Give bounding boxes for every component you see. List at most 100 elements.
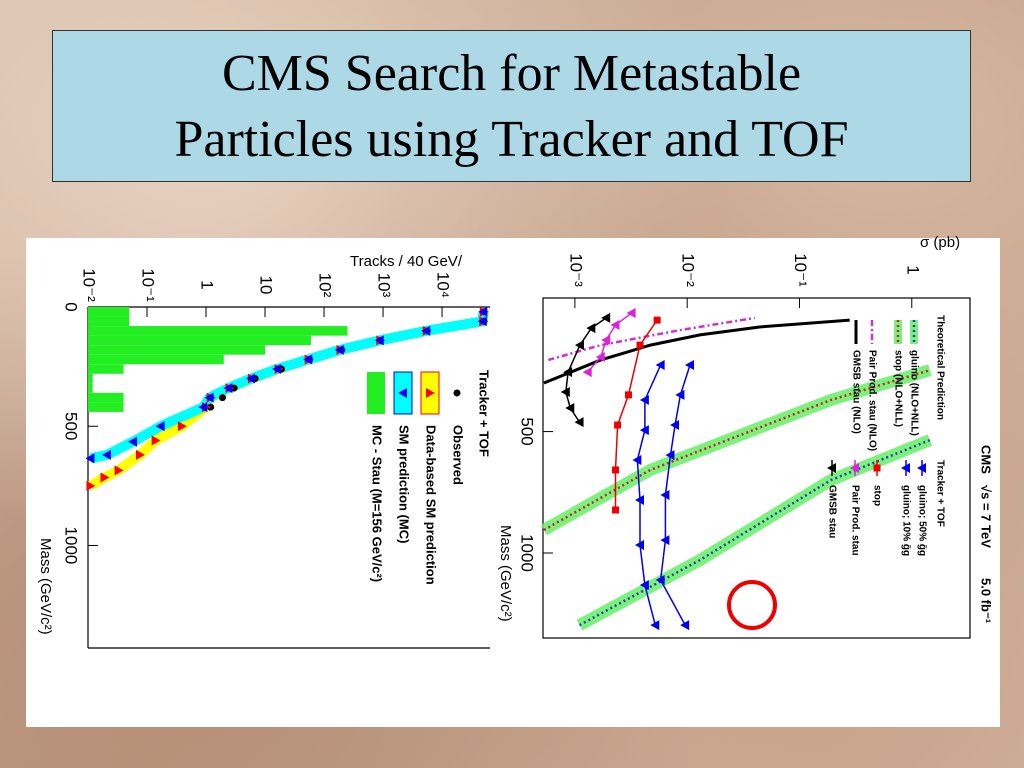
y-tick-label: 10² xyxy=(316,273,335,298)
marker xyxy=(426,388,435,398)
marker xyxy=(624,391,632,399)
theory-curve xyxy=(547,316,755,362)
marker xyxy=(574,417,584,428)
marker xyxy=(626,308,636,319)
marker xyxy=(478,306,488,317)
marker xyxy=(582,367,592,378)
marker xyxy=(601,335,611,346)
marker xyxy=(901,463,910,473)
chart-subtitle: √s = 7 TeV xyxy=(979,485,994,548)
legend-title: Tracker + TOF xyxy=(934,460,945,527)
highlight-circle xyxy=(727,580,777,630)
marker xyxy=(634,539,644,550)
marker xyxy=(632,454,642,465)
marker xyxy=(198,402,208,413)
marker xyxy=(665,450,675,461)
x-tick-label: 500 xyxy=(62,412,81,440)
marker xyxy=(246,373,256,384)
marker xyxy=(639,395,649,405)
legend-title: Theoretical Prediction xyxy=(934,315,945,420)
x-tick-label: 1000 xyxy=(62,527,81,565)
y-tick-label: 10 xyxy=(257,276,276,295)
histogram-bar xyxy=(88,345,266,355)
x-tick-label: 0 xyxy=(62,302,81,311)
histogram-bar xyxy=(88,373,93,384)
histogram-bar xyxy=(88,392,124,403)
theory-curve xyxy=(543,368,931,532)
title-line: CMS Search for Metastable xyxy=(221,45,802,102)
legend-label: SM prediction (MC) xyxy=(397,425,412,543)
marker xyxy=(128,436,138,447)
legend-title: Tracker + TOF xyxy=(477,370,492,457)
histogram-bar xyxy=(88,316,130,327)
y-tick-label: 10⁻² xyxy=(80,268,99,302)
histogram-bar xyxy=(88,307,130,317)
marker xyxy=(610,319,620,330)
legend-label: Pair Prod. stau xyxy=(849,485,860,556)
theory-curve xyxy=(543,318,850,385)
marker xyxy=(155,421,165,432)
marker xyxy=(595,352,605,363)
marker xyxy=(685,360,695,371)
marker xyxy=(272,364,282,374)
limit-line xyxy=(614,319,658,511)
legend-label: gluino; 50% g̃g xyxy=(916,485,927,556)
marker xyxy=(850,463,859,473)
marker xyxy=(177,421,187,432)
marker xyxy=(85,453,95,464)
marker xyxy=(655,360,665,371)
legend-label: Observed xyxy=(451,425,466,485)
marker xyxy=(574,340,584,351)
marker xyxy=(223,383,233,394)
legend-label: Pair Prod. stau (NLO) xyxy=(866,350,877,451)
legend-label: stop (NLO+NLL) xyxy=(892,350,903,427)
marker xyxy=(639,425,649,436)
marker xyxy=(453,389,461,397)
marker xyxy=(114,465,124,476)
legend-label: gluino (NLO+NLL) xyxy=(908,350,919,436)
marker xyxy=(398,388,407,398)
legend-label: MC - Stau (M=156 GeV/c²) xyxy=(370,425,385,582)
marker xyxy=(614,421,622,429)
luminosity: 5.0 fb⁻¹ xyxy=(979,578,994,623)
marker xyxy=(639,580,649,591)
x-tick-label: 500 xyxy=(518,417,537,445)
histogram-bar xyxy=(88,364,124,374)
legend-label: GMSB stau xyxy=(826,485,837,538)
title-box: CMS Search for Metastable Particles usin… xyxy=(52,30,971,182)
x-tick-label: 1000 xyxy=(518,534,537,572)
marker xyxy=(655,574,665,585)
marker xyxy=(680,620,690,631)
legend-swatch xyxy=(367,372,385,414)
marker xyxy=(653,316,661,324)
y-tick-label: 10³ xyxy=(375,273,394,298)
histogram-bar xyxy=(88,335,311,346)
marker xyxy=(218,394,226,402)
marker xyxy=(421,325,431,336)
legend-label: Data-based SM prediction xyxy=(424,425,439,585)
y-axis-title: σ (pb) xyxy=(920,234,960,251)
marker xyxy=(917,463,926,473)
y-tick-label: 1 xyxy=(903,265,922,274)
y-tick-label: 10⁻³ xyxy=(566,253,585,287)
marker xyxy=(827,463,836,473)
marker xyxy=(660,535,670,546)
y-tick-label: 10⁻¹ xyxy=(791,253,810,287)
marker xyxy=(601,312,611,323)
marker xyxy=(565,403,575,414)
theory-curve xyxy=(576,434,933,631)
y-tick-label: 10⁻² xyxy=(679,253,698,287)
histogram-bar xyxy=(88,402,124,412)
legend-label: GMSB stau (NLO) xyxy=(850,350,861,434)
marker xyxy=(560,386,570,397)
y-tick-label: 10⁻¹ xyxy=(139,268,158,302)
title-line: Particles using Tracker and TOF xyxy=(174,111,849,168)
y-axis-title: Tracks / 40 GeV/ xyxy=(350,253,463,270)
limit-line xyxy=(659,364,691,626)
legend-label: stop xyxy=(871,485,882,506)
marker xyxy=(86,480,96,491)
marker xyxy=(660,489,670,500)
marker xyxy=(477,316,487,327)
legend-label: gluino; 10% g̃g xyxy=(900,485,911,556)
